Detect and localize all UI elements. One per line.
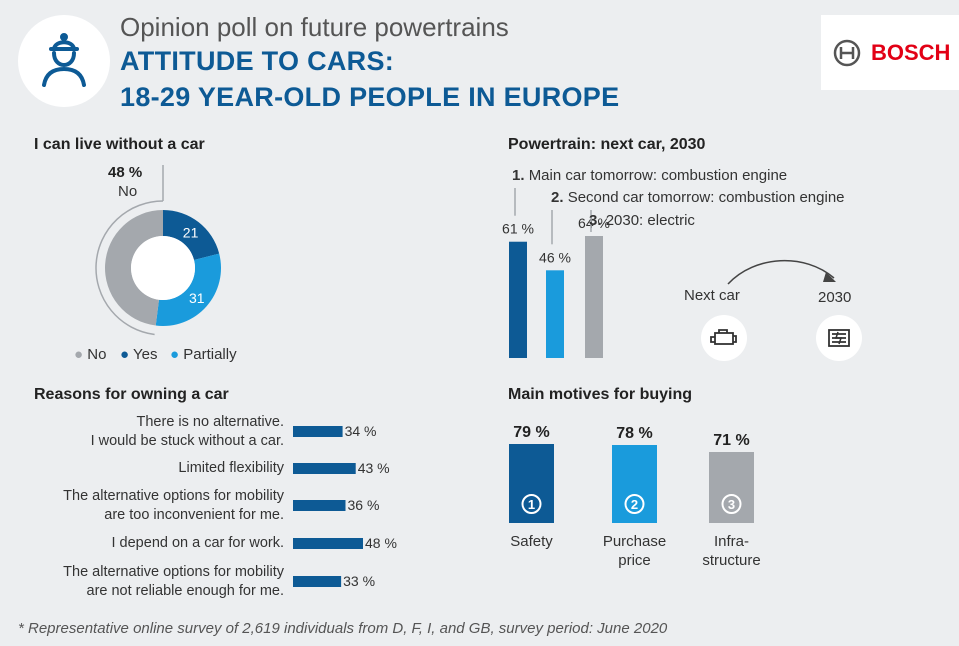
arrow-to-label: 2030 — [818, 289, 852, 306]
legend-item-yes: ● Yes — [120, 346, 158, 363]
powertrain-item-1: 1. Main car tomorrow: combustion engine — [512, 167, 788, 184]
donut-slice-yes — [163, 210, 220, 261]
legend-item-partially: ● Partially — [170, 346, 237, 363]
reason-label-5-line-2: are not reliable enough for me. — [86, 583, 285, 599]
motive-bar-1 — [509, 444, 554, 523]
motive-rank-badge-2 — [624, 494, 645, 514]
person-avatar — [18, 15, 110, 107]
powertrain-bar-1 — [509, 241, 527, 358]
donut-title: I can live without a car — [34, 136, 205, 153]
motive-label-1-line-1: Safety — [510, 533, 553, 550]
motive-label-2-line-2: price — [618, 552, 651, 569]
powertrain-bar-label-3: 64 % — [578, 215, 610, 231]
powertrain-bar-2 — [546, 270, 564, 358]
reasons-chart: 34 % 43 % 36 % 48 % 33 % — [293, 423, 397, 589]
reason-bar-5 — [293, 576, 342, 587]
motive-value-2: 78 % — [616, 425, 652, 442]
motive-label-3-line-2: structure — [702, 552, 761, 569]
reason-value-3: 36 % — [348, 497, 380, 513]
electric-motor-icon — [828, 329, 850, 347]
donut-callout-value: 48 % — [108, 164, 143, 181]
powertrain-chart: 61 % 46 % 64 % — [502, 188, 610, 358]
reason-label-3-line-1: The alternative options for mobility — [63, 488, 284, 504]
page-subtitle: Opinion poll on future powertrains — [120, 12, 509, 42]
reason-bar-2 — [293, 463, 356, 474]
motive-value-3: 71 % — [713, 432, 749, 449]
donut-hole — [131, 236, 195, 300]
motives-title: Main motives for buying — [508, 386, 693, 403]
donut-label-partially: 31 — [189, 290, 205, 306]
reason-label-3-line-2: are too inconvenient for me. — [104, 507, 284, 523]
reason-bar-3 — [293, 500, 346, 511]
reason-label-2-line-1: Limited flexibility — [178, 460, 284, 476]
motive-rank-3: 3 — [728, 497, 735, 512]
footnote: * Representative online survey of 2,619 … — [18, 620, 668, 637]
bosch-logo — [821, 15, 959, 90]
donut-label-yes: 21 — [183, 224, 199, 240]
arrow-from-label: Next car — [684, 287, 740, 304]
reason-label-1-line-2: I would be stuck without a car. — [90, 433, 284, 449]
donut-slice-partially — [155, 253, 221, 327]
powertrain-bar-label-2: 46 % — [539, 249, 571, 265]
page-title: ATTITUDE TO CARS: — [120, 46, 395, 76]
reason-label-4-line-1: I depend on a car for work. — [111, 535, 285, 551]
donut-callout-arc — [95, 200, 164, 336]
bosch-logo-text: BOSCH — [871, 40, 951, 65]
engine-badge — [701, 315, 747, 361]
reason-value-4: 48 % — [365, 535, 397, 551]
powertrain-item-3: 3. 2030: electric — [589, 212, 695, 229]
combustion-engine-icon — [710, 329, 737, 345]
donut-chart: 21 31 — [95, 165, 221, 336]
reason-label-1-line-1: There is no alternative. — [136, 414, 285, 430]
person-icon — [42, 33, 86, 87]
donut-slice-no — [104, 210, 163, 326]
transition-arrow — [727, 260, 835, 285]
reason-label-5-line-1: The alternative options for mobility — [63, 564, 284, 580]
motive-rank-2: 2 — [631, 497, 638, 512]
powertrain-item-2: 2. Second car tomorrow: combustion engin… — [551, 189, 845, 206]
motive-value-1: 79 % — [513, 424, 549, 441]
motive-rank-1: 1 — [528, 497, 535, 512]
reason-bar-1 — [293, 426, 343, 437]
motive-rank-badge-1 — [521, 494, 542, 514]
reason-value-5: 33 % — [343, 573, 375, 589]
arrow-head-icon — [823, 272, 836, 282]
reason-value-1: 34 % — [345, 423, 377, 439]
powertrain-bar-label-1: 61 % — [502, 221, 534, 237]
motives-chart: 1 79 % 2 78 % 3 71 % — [509, 424, 754, 523]
motive-bar-3 — [709, 452, 754, 523]
motive-bar-2 — [612, 445, 657, 523]
bosch-emblem-icon — [833, 39, 861, 67]
motive-label-2-line-1: Purchase — [602, 533, 667, 550]
motive-rank-badge-3 — [721, 494, 742, 514]
reasons-title: Reasons for owning a car — [34, 386, 229, 403]
page-title-line-2: 18-29 YEAR-OLD PEOPLE IN EUROPE — [120, 82, 620, 112]
electric-badge — [816, 315, 862, 361]
reason-bar-4 — [293, 538, 363, 549]
motive-label-3-line-1: Infra- — [713, 533, 749, 550]
donut-callout-label: No — [118, 183, 138, 200]
legend-item-no: ● No — [74, 346, 107, 363]
powertrain-title: Powertrain: next car, 2030 — [508, 136, 706, 153]
powertrain-bar-3 — [585, 236, 603, 358]
reason-value-2: 43 % — [358, 460, 390, 476]
